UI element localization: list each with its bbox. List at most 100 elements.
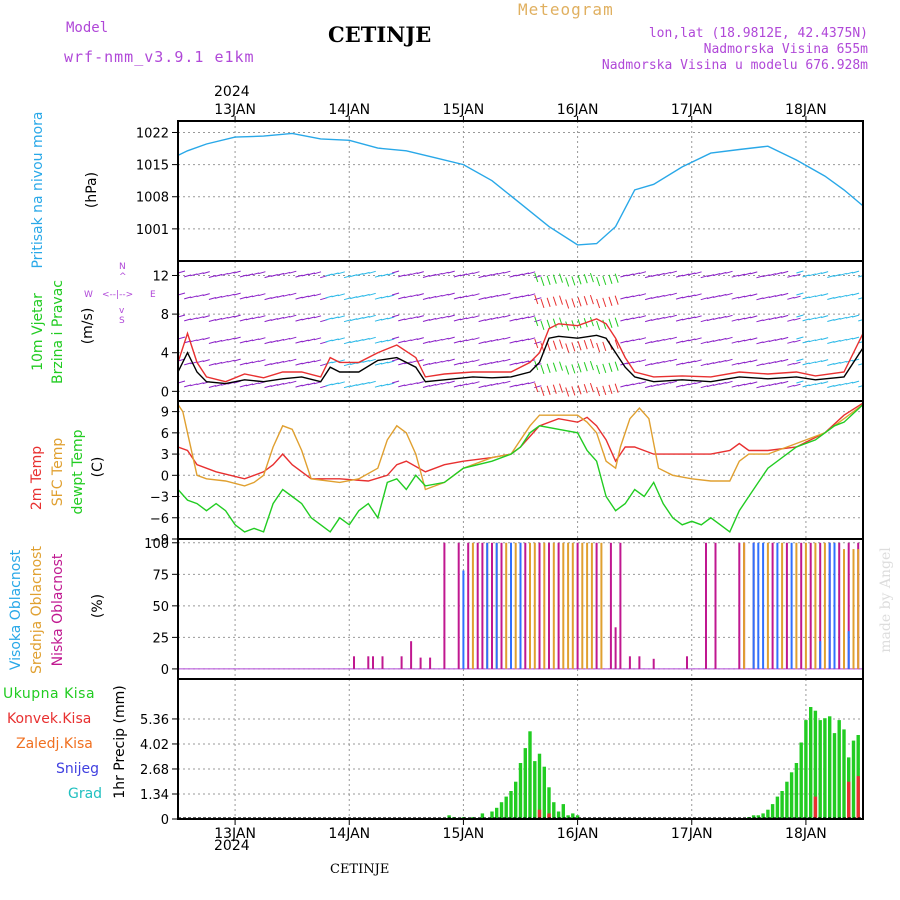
wind-barb-204: [387, 272, 395, 276]
wind-barb-185: [362, 381, 370, 385]
wind-barb-498: [682, 273, 690, 277]
wind-barb-116: [295, 318, 303, 322]
temp-ylabel-dewpt: dewpt Temp: [70, 429, 86, 515]
wind-barb-198: [380, 273, 389, 277]
panel-3-ytick-label-3: 25: [152, 631, 169, 646]
wind-barb-484: [663, 359, 671, 363]
wind-barb-79: [258, 293, 266, 297]
wind-barb-569: [750, 381, 758, 385]
wind-barb-272: [453, 318, 462, 322]
precip-series-0-bar-7: [499, 802, 504, 819]
wind-barb-561: [743, 338, 752, 342]
wind-barb-522: [706, 274, 715, 278]
cloud-series-2-bar-2: [495, 542, 498, 669]
wind-barb-677: [858, 385, 863, 388]
wind-barb-530: [713, 317, 721, 320]
wind-barb-56: [233, 314, 241, 318]
wind-barb-554: [737, 317, 746, 321]
cloud-series-2-bar-12: [833, 542, 836, 669]
lonlat-label: lon,lat (18.9812E, 42.4375N): [648, 26, 868, 41]
wind-barb-179: [356, 383, 364, 386]
wind-barb-342: [527, 271, 536, 275]
cloud-series-0-bar-8: [443, 542, 446, 669]
wind-barb-496: [675, 362, 684, 366]
wind-barb-350: [534, 319, 542, 323]
wind-barb-658: [839, 360, 847, 364]
wind-barb-601: [787, 296, 795, 300]
wind-barb-636: [821, 271, 829, 275]
wind-barb-167: [343, 385, 352, 389]
panel-3-ytick-label-4: 0: [161, 663, 169, 678]
precip-series-0-bar-15: [537, 753, 542, 819]
wind-barb-578: [762, 318, 770, 322]
wind-speed-line-0: [178, 334, 863, 385]
wind-barb-537: [719, 337, 727, 341]
temp-ylabel-2m: 2m Temp: [29, 445, 45, 511]
wind-barb-616: [796, 358, 804, 362]
cloud-series-1-bar-9: [562, 542, 565, 669]
wind-barb-42: [221, 272, 229, 276]
legend-snow: Snijeg: [56, 761, 100, 777]
wind-barb-517: [700, 297, 708, 301]
wind-barb-614: [796, 314, 804, 318]
compass-s: S: [119, 316, 125, 326]
wind-barb-585: [768, 339, 776, 343]
wind-barb-622: [802, 362, 810, 366]
wind-barb-500: [682, 317, 690, 321]
precip-series-0-bar-23: [575, 815, 580, 819]
panel-2-ytick-label-5: −6: [150, 512, 169, 527]
cloud-series-1-bar-18: [766, 542, 769, 669]
wind-barb-572: [756, 319, 764, 323]
wind-barb-443: [620, 384, 628, 388]
compass-e: E: [150, 290, 156, 300]
wind-barb-288: [472, 271, 480, 275]
wind-barb-301: [484, 296, 492, 299]
panel-4-ytick-label-0: 5.36: [140, 713, 169, 728]
wind-barb-163: [343, 297, 352, 301]
wind-barb-189: [368, 336, 376, 340]
wind-barb-514: [694, 359, 702, 363]
wind-barb-391: [571, 298, 576, 308]
wind-barb-171: [350, 340, 358, 344]
wind-barb-481: [663, 293, 671, 297]
panel-2-ytick-label-2: 3: [161, 448, 169, 463]
wind-barb-412: [589, 360, 594, 371]
wind-barb-38: [214, 317, 223, 321]
wind-barb-268: [447, 358, 455, 362]
wind-barb-625: [808, 295, 816, 299]
wind-barb-27: [202, 337, 210, 341]
wind-barb-144: [325, 273, 333, 277]
wind-barb-557: [737, 383, 746, 387]
wind-barb-490: [669, 358, 678, 362]
cloud-unit: (%): [90, 593, 106, 619]
wind-barb-14: [190, 317, 198, 321]
wind-barb-370: [546, 363, 551, 373]
precip-series-0-bar-38: [813, 710, 818, 819]
cloud-series-1-bar-27: [857, 549, 860, 669]
wind-barb-525: [706, 340, 715, 344]
wind-barb-66: [245, 273, 254, 277]
wind-barb-349: [534, 297, 542, 301]
wind-barb-675: [858, 341, 863, 344]
wind-barb-145: [325, 295, 333, 299]
wind-barb-21: [196, 338, 204, 342]
wind-barb-661: [845, 293, 854, 297]
wind-barb-462: [644, 275, 653, 279]
wind-barb-577: [762, 296, 770, 300]
wind-barb-67: [245, 295, 254, 299]
wind-barb-231: [410, 338, 418, 342]
cloud-series-1-bar-8: [552, 542, 555, 669]
wind-barb-324: [509, 274, 517, 278]
wind-barb-546: [731, 274, 739, 278]
precip-series-1-bar-4: [856, 776, 860, 819]
cloud-series-0-bar-4: [400, 656, 403, 669]
wind-barb-104: [282, 315, 291, 319]
bottom-xtick-label-0: 13JAN: [214, 826, 256, 842]
cloud-ylabel-low: Niska Oblacnost: [50, 553, 66, 667]
wind-barb-186: [368, 270, 376, 274]
wind-barb-313: [497, 293, 505, 297]
panel-0-ytick-label-1: 1015: [136, 159, 169, 174]
top-xtick-label-2: 15JAN: [443, 102, 485, 118]
wind-barb-520: [700, 363, 708, 367]
